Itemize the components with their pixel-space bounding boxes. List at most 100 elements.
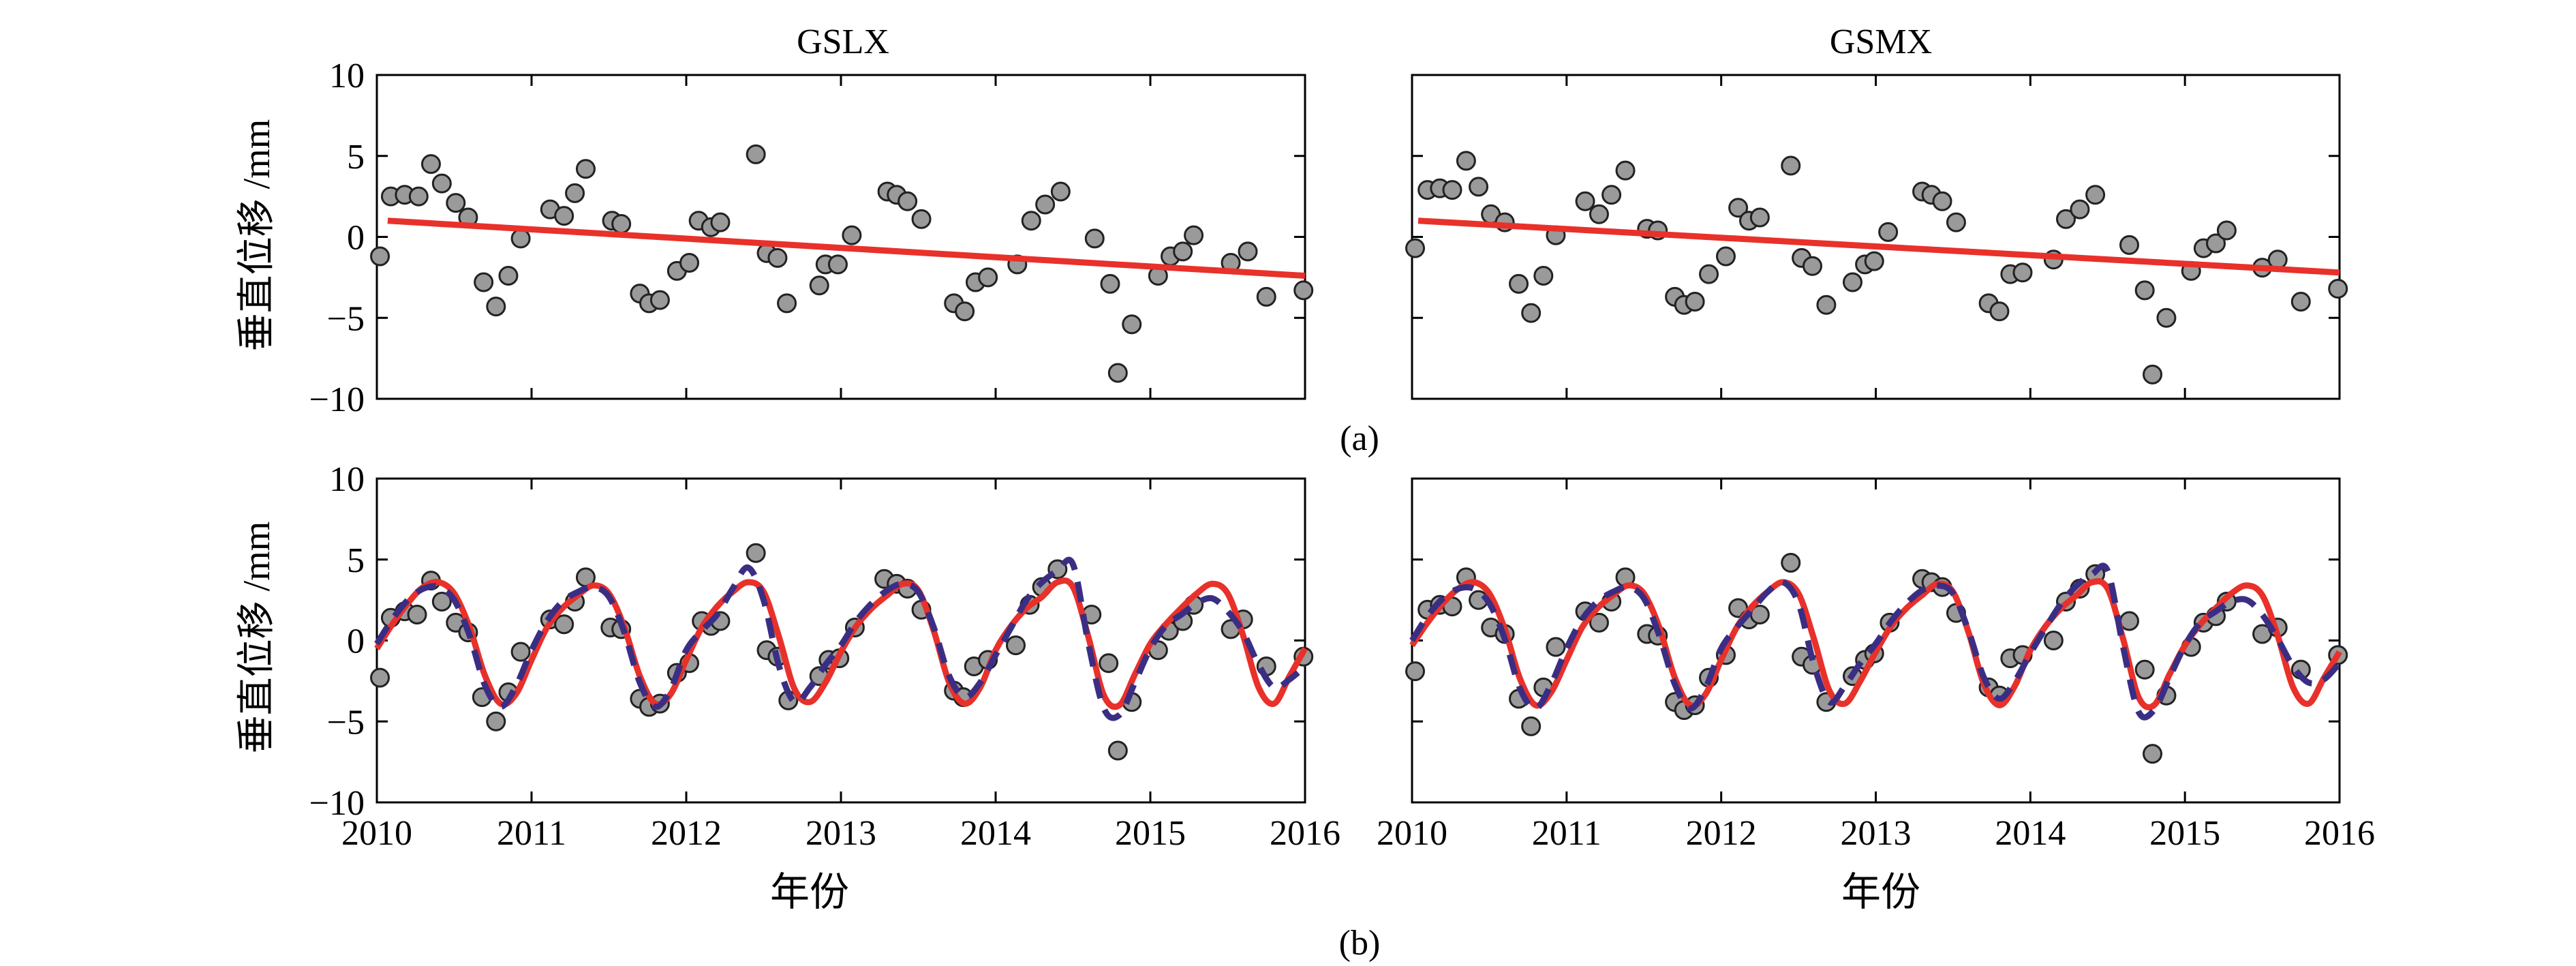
panel-b-right: 年份 2010 2011 2012 2013 2014 2015 2016 [1377,477,2375,914]
data-point [1781,553,1801,573]
x-tick-label: 2013 [806,814,876,853]
data-point [1601,185,1622,205]
data-point [554,614,574,635]
data-point [1238,241,1258,262]
data-point [2134,280,2155,301]
data-point [1749,207,1770,228]
y-tick-label: 0 [347,219,365,258]
data-point [1122,314,1142,335]
model-dashed-line [374,556,1307,721]
data-point [1685,292,1705,312]
y-tick-label: −5 [327,299,365,338]
data-point [510,642,531,662]
y-tick-label: −10 [309,784,365,823]
data-point [1932,191,1952,211]
y-tick-label: 10 [329,460,365,499]
data-point [978,267,998,288]
data-point [554,206,574,226]
data-point [486,711,506,731]
data-point [649,290,670,310]
y-tick-label: 5 [347,138,365,177]
data-point [2206,233,2226,254]
fitted-line [1409,578,2342,710]
data-point [510,228,531,249]
x-tick-label: 2015 [2149,814,2220,853]
data-point [1589,204,1609,224]
data-point [898,191,918,211]
data-point [1533,266,1554,286]
data-point [1050,181,1071,202]
data-point [575,159,596,179]
x-axis-label: 年份 [770,870,849,914]
x-tick-label: 2014 [960,814,1031,853]
data-point [1405,238,1426,258]
y-tick-label: 0 [347,622,365,661]
data-point [1256,286,1276,307]
panel-a-gslx: GSLX 垂直位移 /mm 10 5 0 −5 −10 [236,22,1314,419]
data-point [2143,744,2163,764]
data-point [1456,151,1476,171]
data-point [1946,212,1966,232]
data-point [1589,612,1609,633]
data-point [1173,241,1193,262]
x-tick-label: 2011 [1532,814,1601,853]
data-point [777,293,797,314]
y-tick-label: 5 [347,541,365,580]
data-point [1107,740,1128,761]
data-point [1099,653,1119,674]
data-point [1442,180,1462,200]
panel-label-a: (a) [1340,419,1379,458]
model-dashed-line [1409,562,2342,721]
x-tick-label: 2014 [1995,814,2066,853]
data-point [1546,637,1566,657]
data-point [408,186,429,207]
data-point [746,543,766,563]
data-point [2012,262,2033,283]
data-point [431,173,452,194]
data-point [1469,177,1489,197]
data-point [679,253,700,273]
data-point [2328,279,2348,299]
data-point [1615,160,1636,181]
data-point [911,209,932,229]
data-point [1802,256,1822,276]
data-point [431,592,452,612]
x-tick-label: 2013 [1841,814,1912,853]
x-tick-label: 2012 [651,814,722,853]
data-point [842,225,862,245]
data-point [2119,235,2140,255]
x-tick-label: 2015 [1115,814,1186,853]
chart-title: GSMX [1830,22,1932,61]
data-point [2070,199,2090,220]
data-point [407,605,427,624]
data-point [1715,246,1736,267]
x-tick-label: 2010 [341,814,412,853]
data-point [1006,635,1026,656]
data-point [767,247,788,268]
data-point [1293,280,1314,301]
data-point [1107,363,1128,383]
panel-a-gsmx: GSMX [1405,22,2348,400]
data-point [2143,364,2163,384]
data-point [498,266,519,286]
data-point [1184,225,1204,245]
data-point [1989,301,2010,322]
data-point [1816,295,1837,315]
data-point [370,667,390,688]
x-tick-label: 2016 [1270,814,1340,853]
x-axis-label: 年份 [1841,870,1920,914]
data-point [1084,228,1105,249]
data-point [1521,716,1542,736]
x-tick-label: 2011 [497,814,566,853]
data-point [1100,273,1120,294]
data-point [809,275,829,296]
data-point [1728,198,1749,218]
data-point [1405,661,1426,682]
x-tick-label: 2010 [1377,814,1447,853]
x-tick-label: 2016 [2304,814,2375,853]
data-point [1575,191,1595,211]
data-point [1509,273,1529,294]
data-point [827,254,848,275]
y-axis-label: 垂直位移 /mm [236,522,278,754]
